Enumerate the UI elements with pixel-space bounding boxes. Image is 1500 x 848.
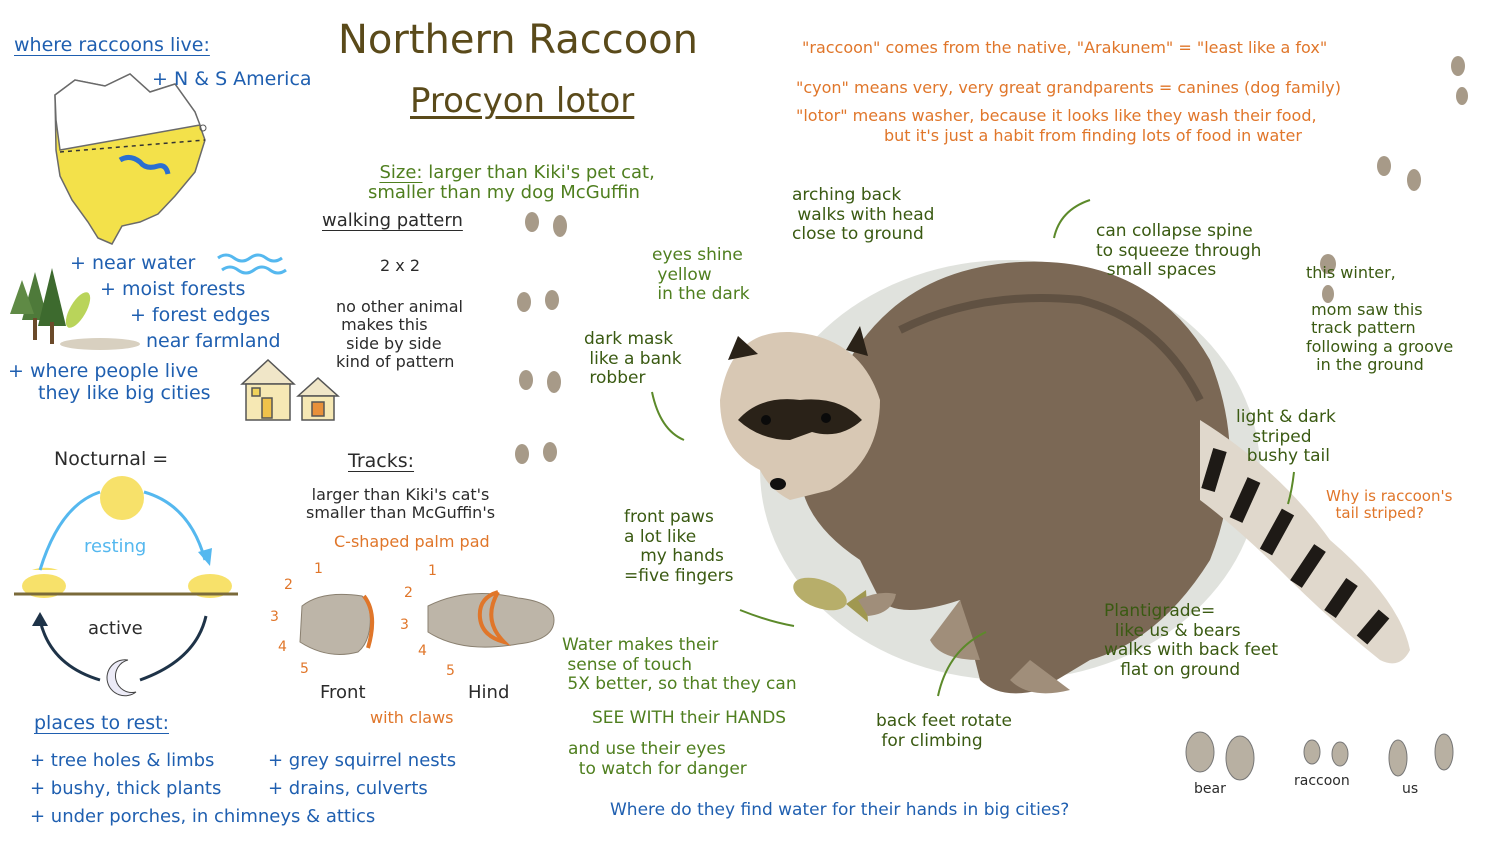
tracks-heading: Tracks: [348, 450, 415, 472]
front-label: Front [320, 682, 366, 703]
habitat-cities: they like big cities [38, 382, 211, 404]
habitat-people: + where people live [8, 360, 199, 382]
rest-tree-holes: + tree holes & limbs [30, 750, 215, 771]
compare-us: us [1402, 781, 1419, 797]
annotation-see-hands: SEE WITH their HANDS [592, 708, 787, 728]
digit-5-hind: 5 [446, 663, 455, 679]
annotation-back: arching back walks with head close to gr… [792, 185, 935, 245]
annotation-feet: back feet rotate for climbing [876, 711, 1012, 751]
hind-label: Hind [468, 682, 510, 703]
resting-label: resting [84, 536, 147, 557]
habitat-forest-edges: + forest edges [130, 304, 271, 326]
annotation-arrows [651, 199, 1295, 697]
compare-raccoon: raccoon [1294, 773, 1350, 789]
digit-1-hind: 1 [428, 563, 437, 579]
etymology-lotor: "lotor" means washer, because it looks l… [796, 106, 1317, 125]
annotation-eyes: eyes shine yellow in the dark [652, 245, 750, 305]
annotation-spine: can collapse spine to squeeze through sm… [1096, 221, 1262, 281]
annotation-mask: dark mask like a bank robber [584, 329, 682, 389]
digit-3-hind: 3 [400, 617, 409, 633]
annotation-plantigrade: Plantigrade= like us & bears walks with … [1104, 601, 1278, 680]
track-prints [299, 590, 555, 655]
annotation-tail: light & dark striped bushy tail [1236, 407, 1336, 467]
page-title: Northern Raccoon [338, 17, 698, 63]
nocturnal-heading: Nocturnal = [54, 448, 169, 470]
size-label: Size: [379, 161, 423, 183]
tracks-size-note: larger than Kiki's cat's smaller than Mc… [306, 485, 496, 523]
raccoon-illustration [720, 260, 1410, 694]
digit-1-front: 1 [314, 561, 323, 577]
etymology-raccoon: "raccoon" comes from the native, "Arakun… [802, 38, 1328, 57]
annotation-eyes-danger: and use their eyes to watch for danger [568, 739, 747, 779]
annotation-winter: this winter, mom saw this track pattern … [1306, 263, 1454, 374]
etymology-lotor-habit: but it's just a habit from finding lots … [884, 126, 1302, 145]
houses [240, 358, 340, 421]
scientific-name: Procyon lotor [410, 81, 635, 121]
claws-label: with claws [370, 708, 454, 727]
habitat-farmland: near farmland [146, 330, 281, 352]
active-label: active [88, 618, 143, 639]
annotation-tail-question: Why is raccoon's tail striped? [1326, 487, 1453, 523]
annotation-touch: Water makes their sense of touch 5X bett… [562, 635, 797, 695]
walking-2x2: 2 x 2 [380, 256, 420, 275]
rest-drains: + drains, culverts [268, 778, 428, 799]
compare-bear: bear [1194, 781, 1226, 797]
day-night-cycle [14, 476, 238, 697]
habitat-water: + near water [70, 252, 196, 274]
etymology-cyon: "cyon" means very, very great grandparen… [796, 78, 1342, 97]
rest-porches: + under porches, in chimneys & attics [30, 806, 376, 827]
rest-heading: places to rest: [34, 712, 170, 734]
palm-pad-label: C-shaped palm pad [334, 532, 490, 551]
digit-2-hind: 2 [404, 585, 413, 601]
range-americas: + N & S America [152, 68, 312, 90]
habitat-forests: + moist forests [100, 278, 246, 300]
size-note: Size: larger than Kiki's pet cat, smalle… [368, 142, 655, 204]
walking-pattern-prints [515, 56, 1468, 464]
rest-squirrel-nests: + grey squirrel nests [268, 750, 457, 771]
range-heading: where raccoons live: [14, 34, 210, 56]
rest-bushy-plants: + bushy, thick plants [30, 778, 222, 799]
digit-5-front: 5 [300, 661, 309, 677]
walking-note: no other animal makes this side by side … [336, 297, 463, 372]
digit-3-front: 3 [270, 609, 279, 625]
water-question: Where do they find water for their hands… [610, 800, 1070, 820]
annotation-paws: front paws a lot like my hands =five fin… [624, 507, 734, 586]
size-text: larger than Kiki's pet cat, smaller than… [368, 161, 655, 204]
water-waves [217, 253, 287, 275]
trees [10, 268, 140, 350]
digit-4-front: 4 [278, 639, 287, 655]
americas-map [54, 73, 207, 245]
digit-4-hind: 4 [418, 643, 427, 659]
footprint-comparison [1185, 731, 1454, 781]
walking-heading: walking pattern [322, 210, 463, 231]
digit-2-front: 2 [284, 577, 293, 593]
